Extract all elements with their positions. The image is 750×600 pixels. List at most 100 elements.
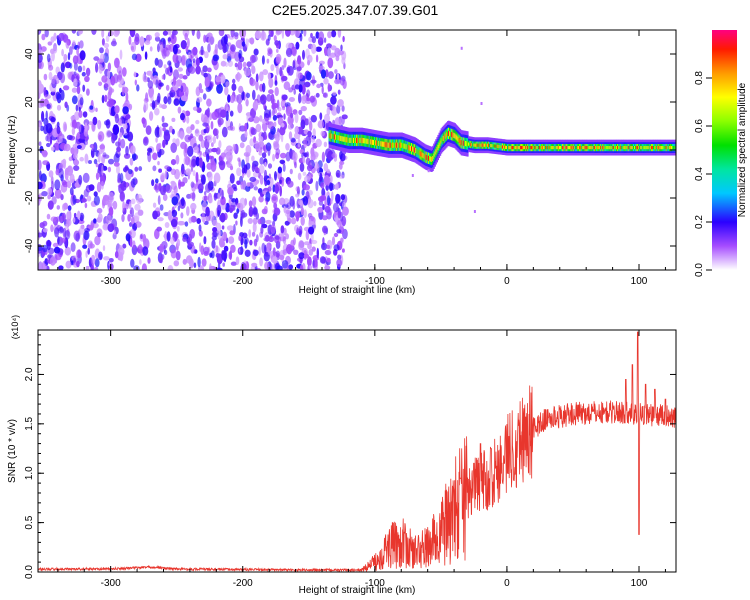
ridge-cell (351, 137, 354, 143)
noise-blob (40, 173, 47, 184)
noise-blob (218, 161, 224, 166)
noise-blob (141, 117, 146, 125)
ridge-cell (576, 146, 579, 150)
noise-blob (267, 121, 275, 130)
noise-blob (187, 145, 194, 157)
ridge-cell (386, 142, 389, 148)
noise-blob (315, 54, 319, 63)
noise-blob (280, 99, 287, 109)
noise-blob (264, 161, 267, 168)
noise-blob (287, 123, 294, 130)
noise-blob (241, 209, 246, 219)
ridge-cell (394, 142, 396, 148)
ridge-cell (666, 146, 669, 150)
noise-blob (158, 148, 165, 156)
ridge-cell (575, 146, 578, 150)
ridge-cell (402, 143, 405, 149)
ridge-cell (384, 142, 387, 148)
noise-blob (99, 47, 104, 54)
noise-blob (62, 203, 66, 212)
noise-blob (306, 164, 313, 172)
ridge-cell (611, 146, 614, 150)
noise-blob (113, 230, 117, 236)
noise-blob (142, 234, 147, 244)
noise-blob (96, 181, 102, 193)
noise-blob (118, 70, 123, 81)
noise-blob (163, 96, 168, 105)
colorbar-tick-label: 0.0 (694, 263, 705, 277)
noise-blob (101, 75, 108, 83)
ridge-cell (395, 142, 397, 148)
noise-blob (139, 36, 145, 47)
noise-blob (299, 264, 304, 270)
noise-blob (91, 145, 94, 151)
noise-blob (227, 186, 234, 196)
ridge-cell (427, 155, 430, 161)
ridge-cell (437, 144, 439, 151)
noise-blob (212, 135, 216, 144)
noise-blob (51, 50, 55, 62)
noise-blob (268, 48, 273, 55)
ridge-cell (559, 146, 561, 150)
noise-blob (132, 240, 136, 249)
noise-blob (239, 125, 246, 132)
noise-blob (204, 51, 209, 59)
noise-blob (321, 242, 328, 251)
noise-blob (255, 73, 259, 83)
noise-blob (330, 198, 333, 204)
noise-blob (227, 94, 231, 103)
noise-blob (189, 229, 195, 239)
noise-blob (90, 222, 95, 229)
noise-blob (160, 185, 167, 196)
ridge-cell (333, 134, 336, 140)
noise-blob (125, 145, 129, 156)
noise-blob (297, 137, 301, 148)
noise-blob (293, 249, 299, 255)
ridge-cell (397, 142, 399, 148)
noise-blob (342, 206, 349, 216)
noise-blob (241, 41, 246, 47)
noise-blob (195, 57, 200, 67)
noise-blob (315, 138, 322, 148)
noise-blob (253, 186, 258, 191)
ridge-cell (354, 137, 356, 143)
noise-blob (317, 206, 324, 213)
noise-blob (308, 249, 314, 256)
noise-blob (41, 33, 46, 41)
ridge-cell (552, 146, 555, 150)
noise-blob (142, 246, 149, 256)
noise-blob (321, 256, 327, 264)
noise-blob (316, 83, 321, 89)
noise-blob (236, 208, 240, 214)
ridge-cell (407, 145, 410, 151)
colorbar-tick-label: 0.4 (694, 167, 705, 181)
ridge-cell (624, 146, 627, 150)
ridge-cell (418, 150, 420, 156)
noise-blob (148, 86, 155, 98)
noise-blob (46, 53, 51, 63)
ridge-cell (361, 137, 363, 143)
noise-blob (323, 163, 329, 172)
noise-blob (82, 111, 88, 118)
noise-blob (279, 159, 286, 164)
noise-blob (329, 52, 336, 58)
noise-blob (299, 162, 305, 172)
ridge-cell (509, 146, 511, 150)
ridge-cell (517, 146, 520, 150)
noise-blob (303, 30, 307, 37)
noise-blob (295, 127, 300, 134)
ridge-cell (513, 146, 516, 150)
noise-blob (251, 155, 255, 162)
ridge-cell (464, 141, 467, 147)
noise-blob (63, 143, 71, 152)
noise-blob (198, 157, 203, 168)
ridge-cell (644, 146, 647, 150)
noise-blob (235, 74, 239, 81)
noise-blob (151, 179, 155, 187)
snr-panel: -300 -200 -100 0 100 0.0 0.5 1.0 1.5 2.0 (x10⁴) H… (7, 315, 677, 596)
noise-blob (327, 82, 331, 93)
noise-blob (339, 160, 345, 166)
noise-blob (56, 121, 60, 128)
noise-blob (57, 236, 60, 245)
noise-blob (258, 246, 261, 256)
